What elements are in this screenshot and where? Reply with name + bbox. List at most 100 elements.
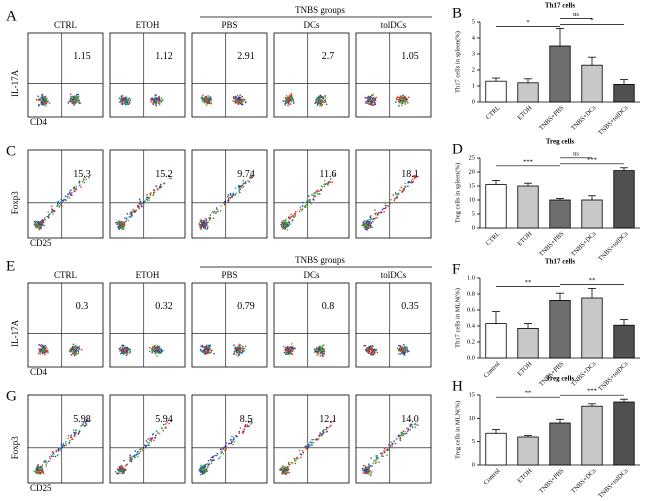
event-dot <box>151 351 154 354</box>
event-dot <box>370 222 373 224</box>
event-dot <box>238 184 240 187</box>
event-dot <box>319 99 321 101</box>
event-dot <box>160 100 163 103</box>
event-dot <box>239 93 241 96</box>
bar <box>613 401 635 466</box>
event-dot <box>284 221 287 224</box>
event-dot <box>35 220 37 223</box>
event-dot <box>40 101 43 104</box>
event-dot <box>125 100 127 102</box>
event-dot <box>368 346 371 348</box>
event-dot <box>73 347 75 350</box>
event-dot <box>237 349 239 351</box>
event-dot <box>290 213 293 216</box>
y-tick-label: 0 <box>472 98 475 105</box>
event-dot <box>73 431 75 434</box>
event-dot <box>370 457 372 459</box>
event-dot <box>368 469 370 472</box>
event-dot <box>198 469 200 471</box>
event-dot <box>38 467 41 469</box>
event-dot <box>77 348 80 351</box>
y-axis-label: IL-17A <box>10 69 20 96</box>
event-dot <box>366 97 369 99</box>
event-dot <box>213 352 215 355</box>
event-dot <box>316 191 318 193</box>
event-dot <box>207 465 209 468</box>
event-dot <box>73 100 76 103</box>
event-dot <box>373 218 376 220</box>
event-dot <box>144 201 146 204</box>
event-dot <box>41 466 43 468</box>
event-dot <box>150 99 153 101</box>
event-dot <box>322 429 325 431</box>
event-dot <box>229 192 232 195</box>
event-dot <box>158 432 161 435</box>
event-dot <box>287 352 290 355</box>
event-dot <box>75 429 78 431</box>
event-dot <box>125 96 127 98</box>
event-dot <box>125 354 128 356</box>
event-dot <box>154 437 156 439</box>
event-dot <box>156 355 158 357</box>
event-dot <box>51 453 54 456</box>
event-dot <box>401 100 403 102</box>
event-dot <box>85 178 88 181</box>
event-dot <box>39 352 42 355</box>
event-dot <box>199 348 202 351</box>
event-dot <box>219 448 222 451</box>
event-dot <box>381 208 384 211</box>
event-dot <box>52 210 54 212</box>
event-dot <box>38 221 41 224</box>
event-dot <box>404 354 406 357</box>
event-dot <box>395 97 398 99</box>
event-dot <box>151 433 154 436</box>
event-dot <box>242 350 244 353</box>
event-dot <box>372 218 374 221</box>
event-dot <box>300 209 303 212</box>
event-dot <box>117 220 120 222</box>
event-dot <box>157 100 160 103</box>
event-dot <box>40 226 42 229</box>
event-dot <box>35 226 38 228</box>
event-dot <box>240 103 243 106</box>
event-dot <box>235 349 238 352</box>
significance-label: ns <box>573 11 579 18</box>
event-dot <box>199 220 201 223</box>
event-dot <box>362 221 365 224</box>
x-tick-label: TNBS+PBS <box>538 230 566 258</box>
event-dot <box>306 200 308 203</box>
plot-frame <box>191 32 268 118</box>
event-dot <box>206 228 208 231</box>
event-dot <box>44 353 46 356</box>
bar <box>549 45 571 103</box>
event-dot <box>238 353 240 356</box>
event-dot <box>238 344 240 347</box>
event-dot <box>320 102 322 105</box>
event-dot <box>322 431 325 434</box>
y-tick-label: 0.4 <box>467 322 476 329</box>
event-dot <box>287 461 290 464</box>
dots <box>198 176 254 231</box>
event-dot <box>40 103 42 105</box>
event-dot <box>239 188 242 190</box>
event-dot <box>200 222 203 224</box>
event-dot <box>333 174 336 176</box>
event-dot <box>114 221 117 224</box>
event-dot <box>281 221 284 224</box>
event-dot <box>291 462 294 464</box>
event-dot <box>394 101 397 103</box>
dots <box>35 93 82 107</box>
event-dot <box>119 226 122 229</box>
event-dot <box>290 348 293 350</box>
event-dot <box>68 350 71 352</box>
event-dot <box>138 202 140 205</box>
event-dot <box>116 223 118 226</box>
event-dot <box>407 185 409 188</box>
event-dot <box>222 453 225 455</box>
quadrant-percent: 0.8 <box>322 301 335 312</box>
event-dot <box>75 188 78 191</box>
event-dot <box>64 195 67 197</box>
event-dot <box>315 101 318 103</box>
event-dot <box>199 467 201 469</box>
event-dot <box>308 199 311 201</box>
